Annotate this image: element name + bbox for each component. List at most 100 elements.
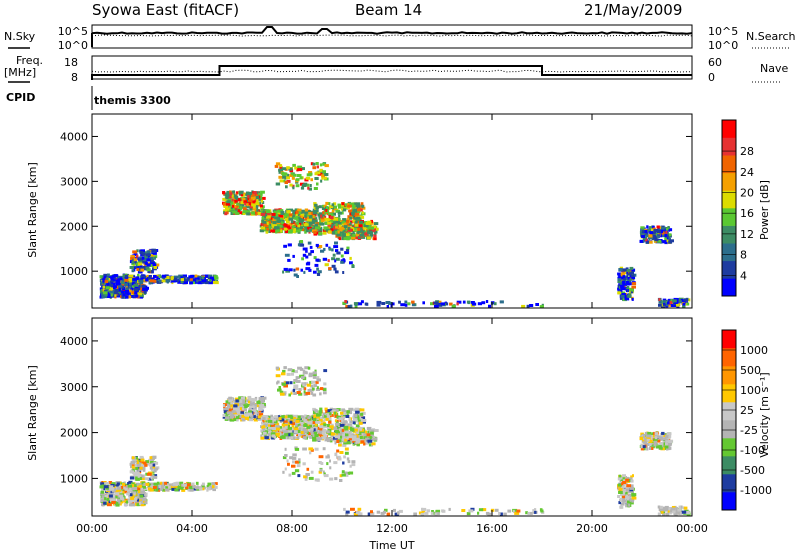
range-time-cell [296, 218, 299, 222]
range-time-cell [627, 500, 630, 504]
range-time-cell [373, 234, 377, 238]
range-time-cell [119, 488, 124, 492]
range-time-cell [142, 267, 147, 271]
range-time-cell [274, 422, 279, 426]
range-time-cell [263, 227, 268, 231]
range-time-cell [622, 495, 627, 499]
range-time-cell [304, 387, 307, 391]
range-time-cell [140, 477, 145, 481]
range-time-cell [213, 485, 218, 489]
range-time-cell [329, 477, 334, 481]
range-time-cell [222, 415, 226, 419]
range-time-cell [321, 419, 325, 423]
range-time-cell [678, 511, 683, 515]
freq-label: Freq. [16, 54, 43, 67]
range-time-cell [139, 455, 144, 459]
range-time-cell [485, 300, 489, 303]
range-time-cell [303, 419, 307, 423]
range-time-cell [158, 485, 161, 489]
range-time-cell [295, 380, 301, 383]
range-time-cell [675, 507, 679, 511]
range-time-cell [132, 468, 135, 472]
range-time-cell [254, 403, 258, 407]
range-time-cell [422, 507, 427, 511]
range-time-cell [265, 230, 269, 234]
range-time-cell [357, 507, 362, 511]
range-time-cell [182, 483, 187, 487]
range-time-cell [147, 487, 152, 491]
range-time-cell [124, 291, 130, 295]
range-time-cell [230, 404, 235, 408]
range-time-cell [249, 414, 253, 418]
range-time-cell [623, 271, 627, 275]
range-time-cell [348, 209, 353, 213]
range-time-cell [316, 436, 319, 440]
range-time-cell [342, 433, 347, 437]
range-time-cell [162, 488, 165, 492]
range-time-cell [130, 496, 134, 500]
range-time-cell [312, 433, 315, 437]
colorbar-tick-label: -100 [740, 444, 765, 457]
range-time-cell [338, 237, 342, 241]
range-time-cell [324, 221, 329, 225]
range-time-cell [323, 176, 327, 180]
range-time-cell [283, 423, 288, 427]
range-time-cell [207, 487, 211, 491]
range-time-cell [116, 490, 122, 494]
range-time-cell [262, 417, 266, 421]
range-time-cell [263, 423, 268, 427]
range-time-cell [345, 249, 350, 253]
range-time-cell [361, 411, 366, 415]
range-time-cell [330, 423, 334, 427]
range-time-cell [150, 458, 155, 461]
range-time-cell [331, 221, 337, 225]
range-time-cell [145, 460, 149, 464]
range-time-cell [348, 222, 352, 226]
range-time-cell [279, 226, 283, 230]
range-time-cell [248, 418, 254, 422]
range-time-cell [300, 268, 303, 272]
range-time-cell [622, 499, 627, 503]
range-time-cell [683, 300, 688, 304]
range-time-cell [286, 210, 291, 214]
range-time-cell [354, 441, 358, 445]
range-time-cell [274, 216, 279, 220]
range-time-cell [197, 486, 202, 489]
range-time-cell [360, 440, 365, 444]
range-time-cell [319, 222, 325, 226]
range-time-cell [303, 182, 308, 186]
range-time-cell [617, 291, 622, 295]
range-time-cell [535, 303, 539, 306]
range-time-cell [309, 424, 314, 428]
colorbar-swatch [722, 278, 736, 297]
range-time-cell [328, 247, 332, 251]
range-time-cell [343, 420, 348, 424]
range-time-cell [137, 474, 143, 478]
range-time-cell [313, 219, 318, 223]
range-time-cell [307, 389, 313, 392]
range-time-cell [146, 250, 151, 254]
range-time-cell [223, 407, 227, 411]
range-time-cell [354, 223, 359, 227]
range-time-cell [430, 511, 436, 515]
range-time-cell [334, 259, 337, 263]
range-time-cell [283, 179, 286, 183]
range-time-cell [161, 279, 167, 283]
range-time-cell [340, 247, 344, 251]
range-time-cell [644, 238, 648, 242]
range-time-cell [494, 508, 499, 512]
range-time-cell [628, 293, 632, 297]
range-time-cell [468, 509, 474, 513]
range-time-cell [178, 274, 183, 278]
range-time-cell [667, 303, 672, 307]
range-time-cell [295, 229, 301, 233]
range-time-cell [276, 427, 280, 431]
range-time-cell [288, 268, 293, 272]
range-time-cell [343, 225, 348, 229]
range-time-cell [368, 443, 373, 447]
range-time-cell [227, 401, 231, 405]
range-time-cell [136, 268, 140, 271]
range-time-cell [118, 284, 123, 288]
range-time-cell [146, 274, 149, 278]
range-time-cell [435, 509, 441, 513]
